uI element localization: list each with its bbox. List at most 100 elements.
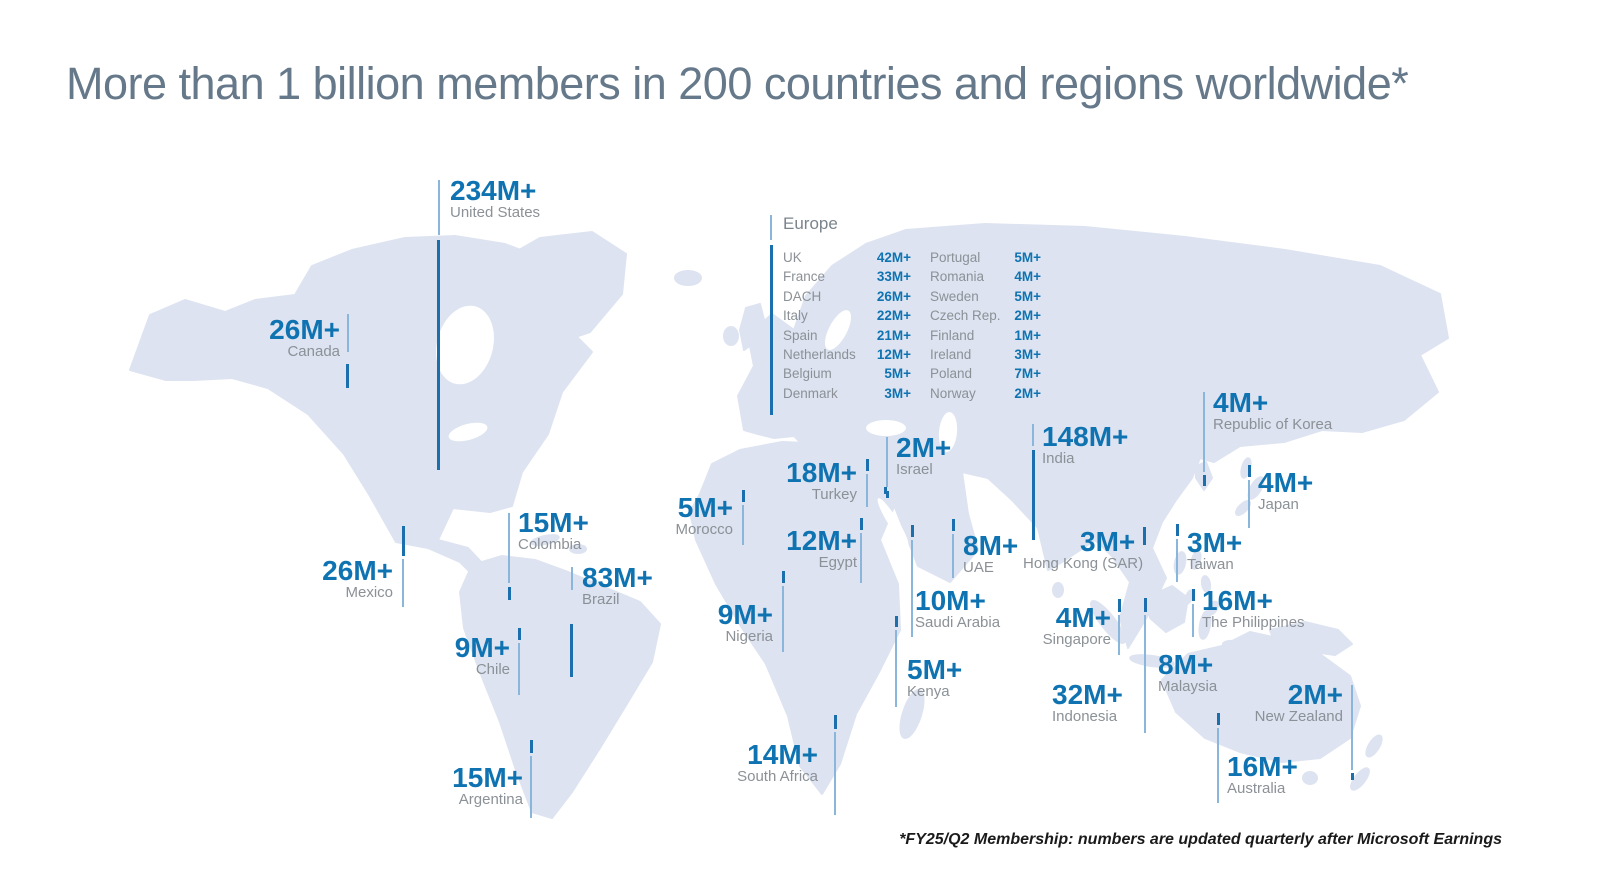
europe-country-value: 42M+: [876, 250, 911, 265]
callout-line-republic-of-korea: [1203, 392, 1205, 472]
country-name-chile: Chile: [475, 661, 510, 678]
callout-line-colombia: [508, 587, 511, 600]
island-japan: [1247, 476, 1265, 500]
europe-country-name: Romania: [930, 269, 985, 285]
callout-line-argentina: [530, 756, 532, 818]
europe-country-value: 21M+: [876, 327, 911, 343]
europe-header-rule: [770, 215, 772, 240]
landmass-south-america: [459, 555, 661, 819]
country-name-turkey: Turkey: [811, 486, 857, 503]
country-callout-saudi-arabia: 10M+ Saudi Arabia: [915, 586, 1000, 631]
europe-row: France 33M+ Romania 4M+: [783, 267, 1041, 286]
member-count-uae: 8M+: [963, 530, 1019, 561]
callout-line-new-zealand: [1351, 685, 1353, 770]
member-count-philippines: 16M+: [1202, 585, 1273, 616]
callout-line-japan: [1248, 465, 1251, 477]
island-taiwan: [1173, 551, 1187, 575]
europe-row: Netherlands 12M+ Ireland 3M+: [783, 345, 1041, 364]
country-name-malaysia: Malaysia: [1158, 678, 1218, 695]
callout-line-hong-kong: [1143, 527, 1146, 545]
caspian-sea: [938, 412, 958, 452]
europe-column-gap: [911, 267, 930, 286]
europe-country-name: Sweden: [930, 288, 979, 304]
member-count-malaysia: 8M+: [1158, 649, 1214, 680]
island-ireland: [723, 326, 739, 346]
member-count-taiwan: 3M+: [1187, 527, 1243, 558]
callout-line-israel: [886, 491, 889, 498]
europe-country-value: 3M+: [1014, 346, 1041, 362]
arctic-island: [459, 261, 485, 279]
member-count-saudi-arabia: 10M+: [915, 585, 986, 616]
europe-rows: UK 42M+ Portugal 5M+ France 33M+ Romania 4M+ DAC…: [783, 248, 1041, 403]
member-count-united-states: 234M+: [450, 175, 537, 206]
callout-line-nigeria: [782, 571, 785, 583]
island-iceland: [674, 270, 702, 286]
country-callout-mexico: 26M+ Mexico: [322, 556, 393, 601]
europe-country-value: 5M+: [1014, 288, 1041, 304]
country-callout-uae: 8M+ UAE: [963, 531, 1018, 576]
callout-line-australia: [1217, 728, 1219, 803]
arctic-island: [408, 248, 442, 268]
europe-country-name: DACH: [783, 288, 822, 304]
page-title: More than 1 billion members in 200 count…: [66, 58, 1409, 109]
black-sea: [866, 420, 906, 436]
island-sumatra: [1090, 600, 1126, 644]
country-name-morocco: Morocco: [675, 521, 733, 538]
arctic-island: [351, 292, 373, 308]
arctic-island: [399, 293, 425, 311]
country-name-uae: UAE: [963, 559, 994, 576]
country-name-israel: Israel: [896, 461, 933, 478]
callout-line-kenya: [895, 616, 898, 627]
country-callout-singapore: 4M+ Singapore: [1043, 603, 1111, 648]
callout-line-united-states: [437, 240, 440, 470]
callout-line-republic-of-korea: [1203, 475, 1206, 486]
callout-line-saudi-arabia: [911, 540, 913, 637]
country-callout-new-zealand: 2M+ New Zealand: [1255, 680, 1343, 725]
europe-country-value: 26M+: [876, 288, 911, 304]
europe-header: Europe: [783, 214, 838, 233]
europe-panel: Europe UK 42M+ Portugal 5M+ France 33M+ Romani…: [770, 214, 1045, 419]
country-callout-egypt: 12M+ Egypt: [786, 526, 857, 571]
europe-row: Spain 21M+ Finland 1M+: [783, 326, 1041, 345]
callout-line-india: [1032, 450, 1035, 540]
country-name-taiwan: Taiwan: [1187, 556, 1234, 573]
country-name-colombia: Colombia: [518, 536, 582, 553]
country-callout-chile: 9M+ Chile: [455, 633, 510, 678]
callout-line-singapore: [1118, 599, 1121, 612]
member-count-chile: 9M+: [454, 632, 510, 663]
hudson-bay: [436, 305, 494, 385]
island-borneo: [1149, 585, 1189, 633]
callout-line-malaysia: [1144, 615, 1146, 733]
callout-line-chile: [518, 643, 520, 695]
europe-row: DACH 26M+ Sweden 5M+: [783, 287, 1041, 306]
country-name-saudi-arabia: Saudi Arabia: [915, 614, 1001, 631]
europe-country-name: Portugal: [930, 250, 981, 265]
member-count-south-africa: 14M+: [747, 739, 818, 770]
country-name-united-states: United States: [450, 204, 541, 221]
island-sri-lanka: [1052, 582, 1064, 598]
europe-country-name: UK: [783, 250, 802, 265]
country-name-canada: Canada: [287, 343, 340, 360]
country-name-singapore: Singapore: [1042, 631, 1111, 648]
callout-line-turkey: [884, 487, 887, 494]
europe-country-value: 4M+: [1014, 269, 1041, 285]
callout-line-colombia: [508, 513, 510, 583]
europe-country-name: France: [783, 269, 826, 285]
country-callout-turkey: 18M+ Turkey: [786, 458, 857, 503]
country-callout-australia: 16M+ Australia: [1227, 752, 1298, 797]
europe-row: UK 42M+ Portugal 5M+: [783, 248, 1041, 267]
callout-line-argentina: [530, 740, 533, 753]
country-name-republic-of-korea: Republic of Korea: [1213, 416, 1333, 433]
arctic-island: [362, 245, 394, 265]
callout-line-nigeria: [782, 586, 784, 652]
callout-line-egypt: [860, 518, 863, 530]
country-callout-morocco: 5M+ Morocco: [675, 493, 733, 538]
europe-country-name: Netherlands: [783, 346, 856, 362]
callout-line-japan: [1248, 480, 1250, 528]
island-tasmania: [1302, 771, 1318, 785]
member-count-new-zealand: 2M+: [1287, 679, 1343, 710]
member-count-singapore: 4M+: [1055, 602, 1111, 633]
island-new-zealand-north: [1365, 734, 1383, 758]
member-count-mexico: 26M+: [322, 555, 393, 586]
